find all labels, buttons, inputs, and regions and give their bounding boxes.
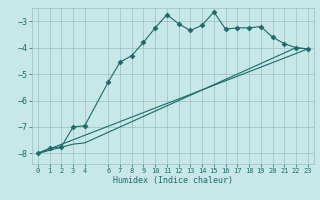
X-axis label: Humidex (Indice chaleur): Humidex (Indice chaleur) — [113, 176, 233, 185]
